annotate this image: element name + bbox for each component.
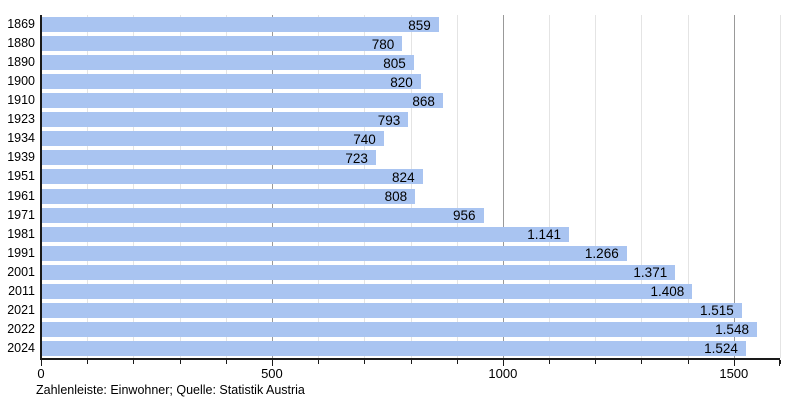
population-bar xyxy=(42,112,409,128)
population-bar xyxy=(42,188,416,204)
year-label: 1890 xyxy=(7,55,35,70)
minor-tick xyxy=(687,360,689,364)
minor-tick xyxy=(318,360,320,364)
bar-value-label: 740 xyxy=(353,131,376,147)
year-label: 1961 xyxy=(7,188,35,203)
minor-gridline xyxy=(595,15,597,358)
bar-value-label: 1.548 xyxy=(715,322,749,338)
minor-tick xyxy=(641,360,643,364)
year-label: 2001 xyxy=(7,264,35,279)
year-label: 1971 xyxy=(7,207,35,222)
minor-gridline xyxy=(780,15,781,358)
minor-tick xyxy=(364,360,366,364)
population-bar xyxy=(42,74,421,90)
major-gridline xyxy=(271,15,273,358)
x-axis-line xyxy=(40,358,780,360)
major-tick xyxy=(733,360,735,366)
major-tick xyxy=(271,360,273,366)
bar-value-label: 1.515 xyxy=(699,303,734,319)
minor-gridline xyxy=(364,15,366,358)
bar-value-label: 1.408 xyxy=(650,284,685,300)
population-bar xyxy=(42,93,443,109)
bar-value-label: 1.524 xyxy=(704,341,738,357)
bar-value-label: 1.141 xyxy=(527,227,561,243)
x-tick-label: 1000 xyxy=(488,366,518,381)
major-gridline xyxy=(733,15,735,358)
year-label: 2011 xyxy=(8,283,35,298)
year-label: 1934 xyxy=(7,131,35,146)
population-bar xyxy=(42,264,676,280)
year-label: 2022 xyxy=(7,321,35,336)
minor-gridline xyxy=(549,15,551,358)
year-label: 1991 xyxy=(7,245,35,260)
population-bar xyxy=(42,321,757,337)
population-bar xyxy=(42,150,376,166)
x-tick-label: 1500 xyxy=(719,366,749,381)
year-label: 1923 xyxy=(7,112,35,127)
year-label: 2021 xyxy=(7,302,35,317)
minor-tick xyxy=(133,360,135,364)
year-label: 1910 xyxy=(7,93,35,108)
bar-value-label: 956 xyxy=(453,208,476,224)
year-label: 2024 xyxy=(7,340,35,355)
bar-value-label: 820 xyxy=(390,74,413,90)
year-label: 1939 xyxy=(7,150,35,165)
y-axis-line xyxy=(40,15,42,358)
axis-end-tick xyxy=(779,360,780,366)
minor-tick xyxy=(410,360,412,364)
year-label: 1981 xyxy=(7,226,35,241)
population-bar xyxy=(42,131,384,147)
x-tick-label: 0 xyxy=(37,366,45,381)
population-bar xyxy=(42,302,742,318)
population-bar xyxy=(42,283,693,299)
year-label: 1900 xyxy=(7,74,35,89)
chart-caption: Zahlenleiste: Einwohner; Quelle: Statist… xyxy=(36,383,305,397)
bar-value-label: 805 xyxy=(383,55,406,71)
minor-tick xyxy=(179,360,181,364)
major-tick xyxy=(41,360,42,366)
population-bar xyxy=(42,226,569,242)
minor-gridline xyxy=(179,15,181,358)
minor-tick xyxy=(87,360,89,364)
bar-value-label: 793 xyxy=(377,112,401,128)
minor-tick xyxy=(780,360,781,364)
population-bar xyxy=(42,207,484,223)
bar-value-label: 808 xyxy=(384,189,408,205)
population-bar xyxy=(42,17,439,33)
minor-gridline xyxy=(456,15,458,358)
major-tick xyxy=(502,360,504,366)
bar-value-label: 780 xyxy=(371,36,395,52)
year-label: 1880 xyxy=(7,36,35,51)
year-label: 1869 xyxy=(7,17,35,32)
population-bar xyxy=(42,169,423,185)
year-label: 1951 xyxy=(7,169,35,184)
bar-value-label: 824 xyxy=(392,169,415,185)
minor-gridline xyxy=(225,15,227,358)
bar-value-label: 1.371 xyxy=(633,265,668,281)
major-gridline xyxy=(502,15,504,358)
population-bar xyxy=(42,36,403,52)
population-bar xyxy=(42,245,627,261)
minor-tick xyxy=(549,360,551,364)
population-bar xyxy=(42,55,414,71)
minor-gridline xyxy=(687,15,689,358)
x-tick-label: 500 xyxy=(261,366,283,381)
minor-gridline xyxy=(318,15,320,358)
population-bar xyxy=(42,340,746,356)
minor-tick xyxy=(595,360,597,364)
bar-value-label: 723 xyxy=(345,150,368,166)
minor-tick xyxy=(225,360,227,364)
bar-value-label: 1.266 xyxy=(584,246,619,262)
minor-gridline xyxy=(133,15,135,358)
minor-gridline xyxy=(87,15,89,358)
minor-tick xyxy=(456,360,458,364)
minor-gridline xyxy=(641,15,643,358)
bar-value-label: 859 xyxy=(408,17,431,33)
minor-gridline xyxy=(410,15,412,358)
bar-value-label: 868 xyxy=(412,93,435,109)
